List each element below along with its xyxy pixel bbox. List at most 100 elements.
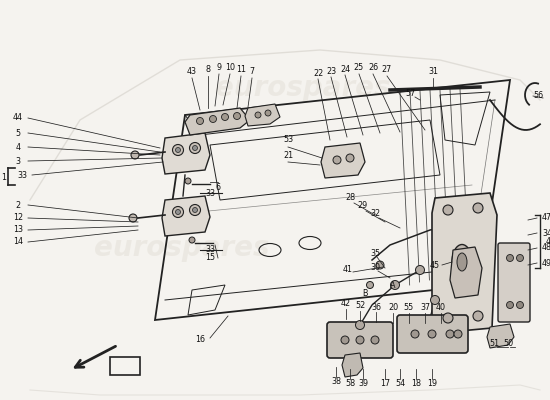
Text: 52: 52: [355, 302, 365, 310]
Text: 55: 55: [404, 304, 414, 312]
Text: 9: 9: [217, 64, 222, 72]
Text: 49: 49: [542, 258, 550, 268]
Polygon shape: [162, 133, 210, 174]
Text: 20: 20: [388, 304, 398, 312]
Text: 8: 8: [206, 66, 211, 74]
Circle shape: [507, 302, 514, 308]
Text: 50: 50: [503, 338, 513, 348]
Bar: [110, 357, 140, 375]
Text: 27: 27: [382, 66, 392, 74]
Text: 24: 24: [340, 64, 350, 74]
Text: B: B: [362, 288, 368, 298]
Circle shape: [190, 204, 201, 216]
Circle shape: [473, 203, 483, 213]
Circle shape: [411, 330, 419, 338]
Text: 30: 30: [370, 262, 380, 272]
Text: 15: 15: [205, 254, 215, 262]
Circle shape: [371, 336, 379, 344]
Polygon shape: [321, 143, 365, 178]
Circle shape: [516, 254, 524, 262]
FancyBboxPatch shape: [327, 322, 393, 358]
Text: 33: 33: [205, 188, 215, 198]
Circle shape: [175, 210, 180, 214]
Circle shape: [443, 205, 453, 215]
Text: 18: 18: [411, 380, 421, 388]
Circle shape: [131, 151, 139, 159]
Text: 14: 14: [13, 238, 23, 246]
Circle shape: [192, 146, 197, 150]
Text: 1: 1: [2, 172, 7, 182]
Text: 38: 38: [331, 378, 341, 386]
Text: 53: 53: [283, 136, 293, 144]
Text: 35: 35: [370, 248, 380, 258]
Text: 58: 58: [345, 380, 355, 388]
Ellipse shape: [452, 244, 472, 280]
Circle shape: [222, 114, 228, 120]
Text: 29: 29: [357, 202, 367, 210]
Circle shape: [431, 296, 439, 304]
Text: 22: 22: [313, 68, 323, 78]
Circle shape: [376, 261, 384, 269]
Circle shape: [454, 330, 462, 338]
Text: 46: 46: [546, 238, 550, 246]
Circle shape: [356, 336, 364, 344]
Text: 11: 11: [236, 66, 246, 74]
Text: 25: 25: [354, 64, 364, 72]
Circle shape: [265, 110, 271, 116]
Circle shape: [189, 237, 195, 243]
Circle shape: [333, 156, 341, 164]
Text: 32: 32: [370, 208, 380, 218]
Text: 42: 42: [341, 300, 351, 308]
Text: 31: 31: [428, 68, 438, 76]
Circle shape: [192, 208, 197, 212]
Ellipse shape: [457, 253, 467, 271]
Circle shape: [210, 116, 217, 122]
Circle shape: [190, 142, 201, 154]
Text: 4: 4: [15, 142, 20, 152]
Circle shape: [234, 112, 240, 120]
Polygon shape: [450, 247, 482, 298]
Text: 40: 40: [436, 304, 446, 312]
Text: 56: 56: [534, 92, 544, 100]
Text: 2: 2: [15, 200, 20, 210]
Circle shape: [390, 280, 399, 290]
Text: 36: 36: [371, 302, 381, 312]
Text: 3: 3: [15, 156, 20, 166]
Polygon shape: [432, 193, 497, 333]
Text: 57: 57: [405, 88, 415, 98]
Polygon shape: [487, 324, 514, 348]
Text: 16: 16: [195, 336, 205, 344]
Circle shape: [443, 313, 453, 323]
Circle shape: [341, 336, 349, 344]
Circle shape: [507, 254, 514, 262]
Text: 21: 21: [283, 150, 293, 160]
FancyBboxPatch shape: [397, 315, 468, 353]
Text: 10: 10: [225, 64, 235, 72]
Text: eurospares: eurospares: [214, 74, 390, 102]
Text: 51: 51: [489, 338, 499, 348]
Circle shape: [473, 311, 483, 321]
Circle shape: [173, 206, 184, 218]
Circle shape: [255, 112, 261, 118]
Text: 12: 12: [13, 214, 23, 222]
Polygon shape: [245, 104, 280, 126]
Text: 13: 13: [13, 226, 23, 234]
Text: 47: 47: [542, 214, 550, 222]
Text: 33: 33: [17, 170, 27, 180]
Text: 39: 39: [358, 380, 368, 388]
Circle shape: [185, 178, 191, 184]
Text: 23: 23: [326, 66, 336, 76]
Text: 48: 48: [542, 244, 550, 252]
Text: 26: 26: [368, 64, 378, 72]
Text: 6: 6: [216, 184, 221, 192]
Text: 17: 17: [380, 380, 390, 388]
Text: 5: 5: [15, 128, 20, 138]
Circle shape: [366, 282, 373, 288]
Text: 28: 28: [345, 194, 355, 202]
Circle shape: [196, 118, 204, 124]
Circle shape: [428, 330, 436, 338]
Text: 37: 37: [420, 304, 430, 312]
Circle shape: [173, 144, 184, 156]
Polygon shape: [162, 196, 210, 236]
Text: 45: 45: [430, 260, 440, 270]
